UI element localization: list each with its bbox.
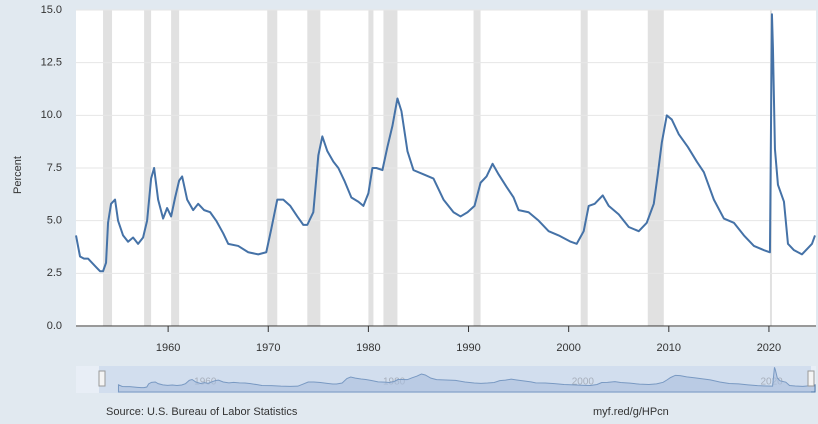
y-tick-label: 15.0 xyxy=(41,4,62,16)
url[interactable]: myf.red/g/HPcn xyxy=(593,406,669,418)
x-tick-label: 2010 xyxy=(657,342,681,354)
navigator-tick-label: 2000 xyxy=(572,377,595,388)
y-tick-label: 5.0 xyxy=(47,215,62,227)
x-tick-label: 2020 xyxy=(757,342,781,354)
source: Source: U.S. Bureau of Labor Statistics xyxy=(106,406,298,418)
y-tick-label: 2.5 xyxy=(47,267,62,279)
y-axis-label: Percent xyxy=(12,156,24,194)
y-tick-label: 0.0 xyxy=(47,320,62,332)
navigator-tick-label: 1960 xyxy=(194,377,217,388)
navigator-handle[interactable] xyxy=(98,370,106,387)
x-tick-label: 1980 xyxy=(356,342,380,354)
y-tick-label: 10.0 xyxy=(41,109,62,121)
x-tick-label: 1970 xyxy=(256,342,280,354)
navigator-window[interactable] xyxy=(99,366,811,393)
data-line xyxy=(75,13,816,273)
x-tick-label: 1990 xyxy=(456,342,480,354)
navigator-tick-label: 2020 xyxy=(761,377,784,388)
x-tick-label: 1960 xyxy=(156,342,180,354)
navigator-handle[interactable] xyxy=(807,370,815,387)
y-tick-label: 7.5 xyxy=(47,162,62,174)
x-tick-label: 2000 xyxy=(556,342,580,354)
y-tick-label: 12.5 xyxy=(41,57,62,69)
navigator-area xyxy=(117,367,816,393)
